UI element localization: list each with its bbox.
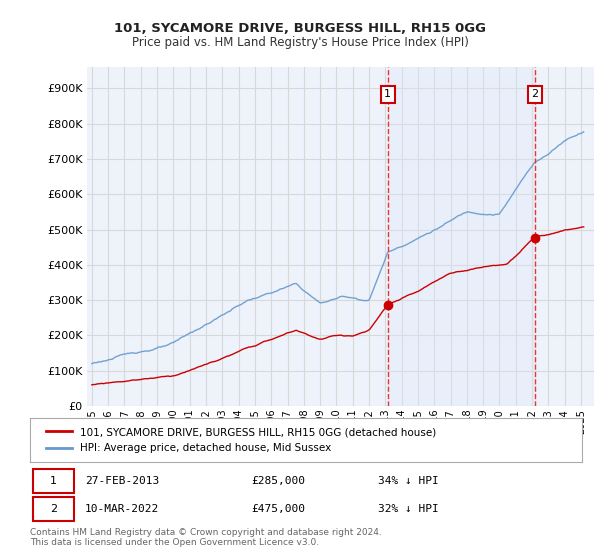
Text: 10-MAR-2022: 10-MAR-2022 <box>85 504 160 514</box>
Text: Price paid vs. HM Land Registry's House Price Index (HPI): Price paid vs. HM Land Registry's House … <box>131 36 469 49</box>
FancyBboxPatch shape <box>33 497 74 521</box>
Text: 27-FEB-2013: 27-FEB-2013 <box>85 476 160 486</box>
Legend: 101, SYCAMORE DRIVE, BURGESS HILL, RH15 0GG (detached house), HPI: Average price: 101, SYCAMORE DRIVE, BURGESS HILL, RH15 … <box>41 422 442 459</box>
Text: 1: 1 <box>50 476 57 486</box>
Text: 2: 2 <box>50 504 57 514</box>
Text: 1: 1 <box>384 89 391 99</box>
Text: 101, SYCAMORE DRIVE, BURGESS HILL, RH15 0GG: 101, SYCAMORE DRIVE, BURGESS HILL, RH15 … <box>114 22 486 35</box>
Bar <box>388 67 535 406</box>
FancyBboxPatch shape <box>33 469 74 493</box>
Text: 34% ↓ HPI: 34% ↓ HPI <box>378 476 439 486</box>
Text: 32% ↓ HPI: 32% ↓ HPI <box>378 504 439 514</box>
Text: 2: 2 <box>532 89 539 99</box>
Text: £475,000: £475,000 <box>251 504 305 514</box>
Text: £285,000: £285,000 <box>251 476 305 486</box>
Text: Contains HM Land Registry data © Crown copyright and database right 2024.
This d: Contains HM Land Registry data © Crown c… <box>30 528 382 547</box>
